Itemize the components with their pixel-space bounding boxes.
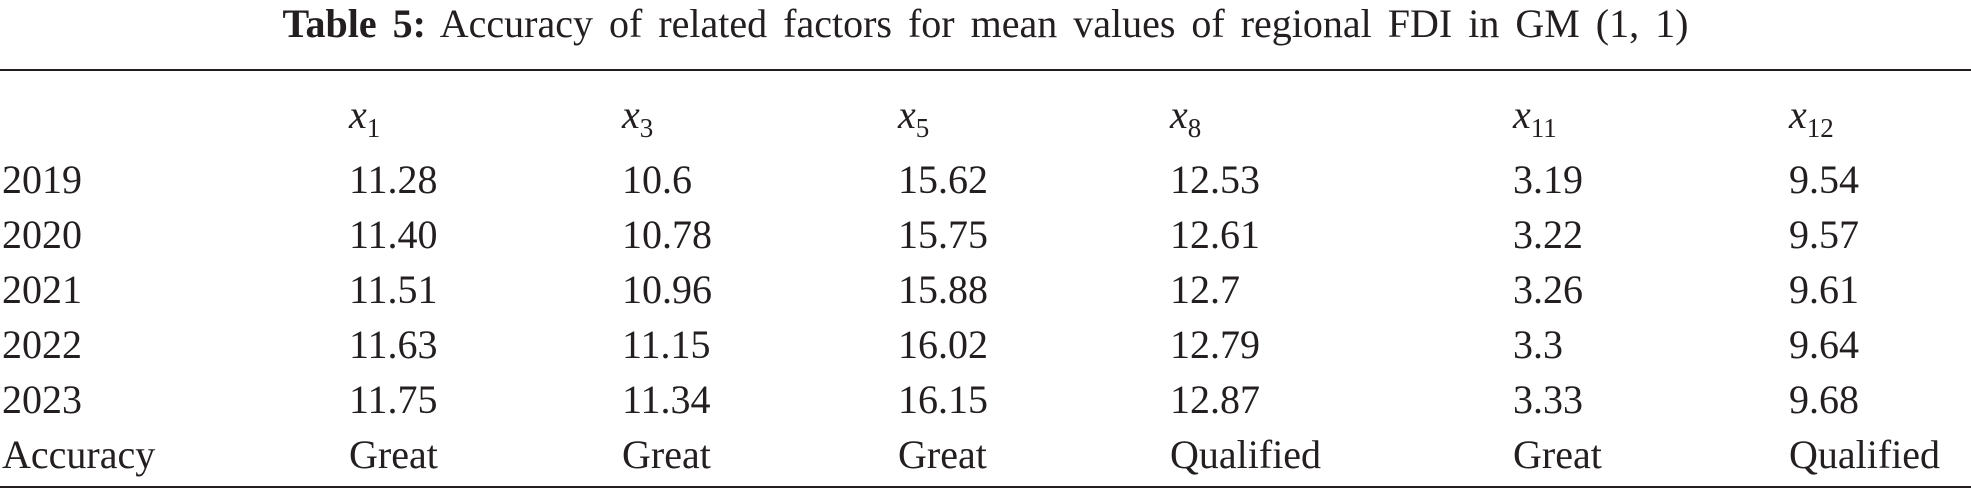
column-header: x12 [1789,90,1834,143]
table-cell: Qualified [1170,432,1322,477]
header-variable: x [898,92,916,137]
table-cell: 12.53 [1170,157,1260,202]
table-cell: 9.64 [1789,322,1859,367]
table-cell: 12.79 [1170,322,1260,367]
table-cell: 11.63 [349,322,438,367]
header-variable: x [1170,92,1188,137]
table-cell: 9.68 [1789,377,1859,422]
bottom-rule [0,486,1971,488]
table-cell: 9.54 [1789,157,1859,202]
header-subscript: 5 [915,113,930,143]
column-header: x5 [898,90,930,143]
table-cell: 11.40 [349,212,438,257]
row-label: 2020 [2,212,82,257]
top-rule [0,69,1971,71]
header-variable: x [349,92,367,137]
table-cell: 3.19 [1513,157,1583,202]
row-label: 2021 [2,267,82,312]
table-cell: 12.61 [1170,212,1260,257]
header-subscript: 3 [639,113,654,143]
table-cell: Great [898,432,987,477]
row-label: 2019 [2,157,82,202]
table-cell: Great [349,432,438,477]
header-variable: x [1789,92,1807,137]
table-cell: 16.02 [898,322,988,367]
caption-text: Accuracy of related factors for mean val… [439,1,1689,46]
table-cell: 9.57 [1789,212,1859,257]
table-cell: 10.96 [622,267,712,312]
table-caption: Table 5: Accuracy of related factors for… [0,0,1971,48]
table-cell: 3.26 [1513,267,1583,312]
table-cell: 11.28 [349,157,438,202]
table-cell: 3.22 [1513,212,1583,257]
table-cell: 3.3 [1513,322,1563,367]
table-cell: 11.75 [349,377,438,422]
table-cell: 15.75 [898,212,988,257]
table-cell: Great [622,432,711,477]
header-variable: x [622,92,640,137]
column-header: x1 [349,90,381,143]
column-header: x3 [622,90,654,143]
table-cell: Great [1513,432,1602,477]
table-cell: 12.87 [1170,377,1260,422]
caption-label: Table 5: [282,1,426,46]
row-label: 2022 [2,322,82,367]
table-cell: 10.78 [622,212,712,257]
header-subscript: 11 [1530,113,1557,143]
column-header: x11 [1513,90,1557,143]
table-cell: 12.7 [1170,267,1240,312]
table-cell: 3.33 [1513,377,1583,422]
table-cell: Qualified [1789,432,1941,477]
column-header: x8 [1170,90,1202,143]
table-cell: 15.62 [898,157,988,202]
table-cell: 10.6 [622,157,692,202]
table-cell: 15.88 [898,267,988,312]
table-cell: 11.51 [349,267,438,312]
header-variable: x [1513,92,1531,137]
header-subscript: 1 [366,113,381,143]
table-cell: 16.15 [898,377,988,422]
table-cell: 11.15 [622,322,711,367]
header-subscript: 12 [1806,113,1834,143]
table-cell: 9.61 [1789,267,1859,312]
row-label: 2023 [2,377,82,422]
row-label: Accuracy [2,432,156,477]
table-cell: 11.34 [622,377,711,422]
header-subscript: 8 [1187,113,1202,143]
